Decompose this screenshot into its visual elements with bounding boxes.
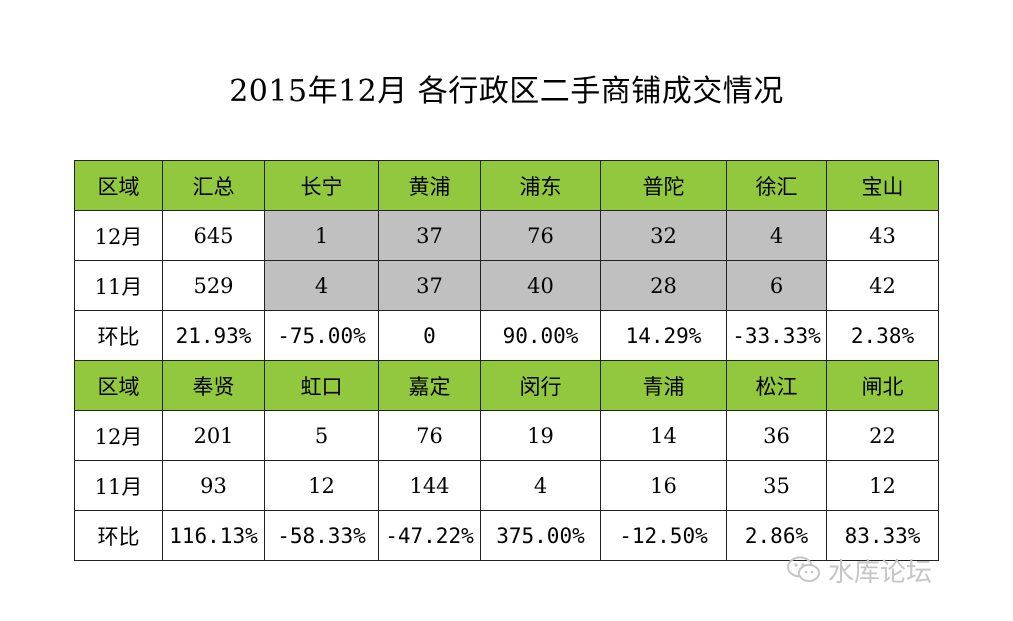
header-cell: 区域	[74, 160, 163, 211]
table-cell: 83.33%	[826, 510, 939, 561]
page-title: 2015年12月 各行政区二手商铺成交情况	[229, 74, 784, 109]
table-row: 环比 116.13% -58.33% -47.22% 375.00% -12.50% 2.8…	[74, 510, 939, 561]
header-cell: 闸北	[826, 360, 939, 411]
table-cell: 116.13%	[162, 510, 265, 561]
table-cell: 1	[264, 210, 379, 261]
table-cell: 11月	[74, 460, 163, 511]
table-cell: 201	[162, 410, 265, 461]
header-cell: 虹口	[264, 360, 379, 411]
table-cell: 4	[480, 460, 601, 511]
header-cell: 徐汇	[726, 160, 827, 211]
table-cell: 37	[378, 210, 481, 261]
table-header-row: 区域 奉贤 虹口 嘉定 闵行 青浦 松江 闸北	[74, 360, 939, 411]
table-row: 环比 21.93% -75.00% 0 90.00% 14.29% -33.33% 2.38%	[74, 310, 939, 361]
table-cell: 32	[600, 210, 727, 261]
watermark-text: 水库论坛	[828, 557, 933, 588]
table-cell: 12	[826, 460, 939, 511]
table-cell: 4	[726, 210, 827, 261]
table-cell: 6	[726, 260, 827, 311]
header-cell: 青浦	[600, 360, 727, 411]
header-cell: 奉贤	[162, 360, 265, 411]
table-cell: 28	[600, 260, 727, 311]
header-cell: 普陀	[600, 160, 727, 211]
table-cell: 645	[162, 210, 265, 261]
table-cell: 375.00%	[480, 510, 601, 561]
table-cell: 76	[480, 210, 601, 261]
table-cell: 11月	[74, 260, 163, 311]
table-cell: -33.33%	[726, 310, 827, 361]
header-cell: 松江	[726, 360, 827, 411]
table-cell: 90.00%	[480, 310, 601, 361]
table-cell: 12月	[74, 410, 163, 461]
table-cell: 2.86%	[726, 510, 827, 561]
table-cell: -12.50%	[600, 510, 727, 561]
table-cell: 12月	[74, 210, 163, 261]
table-cell: -58.33%	[264, 510, 379, 561]
header-cell: 闵行	[480, 360, 601, 411]
table-cell: 529	[162, 260, 265, 311]
table-cell: 35	[726, 460, 827, 511]
table-cell: 环比	[74, 510, 163, 561]
table-cell: 37	[378, 260, 481, 311]
table-header-row: 区域 汇总 长宁 黄浦 浦东 普陀 徐汇 宝山	[74, 160, 939, 211]
table-cell: 5	[264, 410, 379, 461]
table-cell: 14	[600, 410, 727, 461]
header-cell: 宝山	[826, 160, 939, 211]
table-cell: 36	[726, 410, 827, 461]
table-cell: 16	[600, 460, 727, 511]
table-cell: 21.93%	[162, 310, 265, 361]
header-cell: 黄浦	[378, 160, 481, 211]
table-cell: 12	[264, 460, 379, 511]
header-cell: 汇总	[162, 160, 265, 211]
table-cell: 4	[264, 260, 379, 311]
district-shop-transactions-table: 区域 汇总 长宁 黄浦 浦东 普陀 徐汇 宝山 12月 645 1 37 76 32 4 43 11月 529 4 3…	[74, 160, 939, 561]
table-cell: 43	[826, 210, 939, 261]
table-cell: 40	[480, 260, 601, 311]
table-cell: 0	[378, 310, 481, 361]
table-cell: -47.22%	[378, 510, 481, 561]
table-row: 12月 201 5 76 19 14 36 22	[74, 410, 939, 461]
header-cell: 浦东	[480, 160, 601, 211]
table-row: 12月 645 1 37 76 32 4 43	[74, 210, 939, 261]
table-cell: 19	[480, 410, 601, 461]
table-cell: 14.29%	[600, 310, 727, 361]
header-cell: 长宁	[264, 160, 379, 211]
table-cell: -75.00%	[264, 310, 379, 361]
watermark: 水库论坛	[786, 550, 932, 590]
table-cell: 环比	[74, 310, 163, 361]
table-row: 11月 529 4 37 40 28 6 42	[74, 260, 939, 311]
table-cell: 76	[378, 410, 481, 461]
header-cell: 嘉定	[378, 360, 481, 411]
table-cell: 2.38%	[826, 310, 939, 361]
wechat-icon	[787, 556, 820, 582]
table-cell: 93	[162, 460, 265, 511]
table-cell: 144	[378, 460, 481, 511]
table-cell: 42	[826, 260, 939, 311]
table-row: 11月 93 12 144 4 16 35 12	[74, 460, 939, 511]
table-cell: 22	[826, 410, 939, 461]
header-cell: 区域	[74, 360, 163, 411]
